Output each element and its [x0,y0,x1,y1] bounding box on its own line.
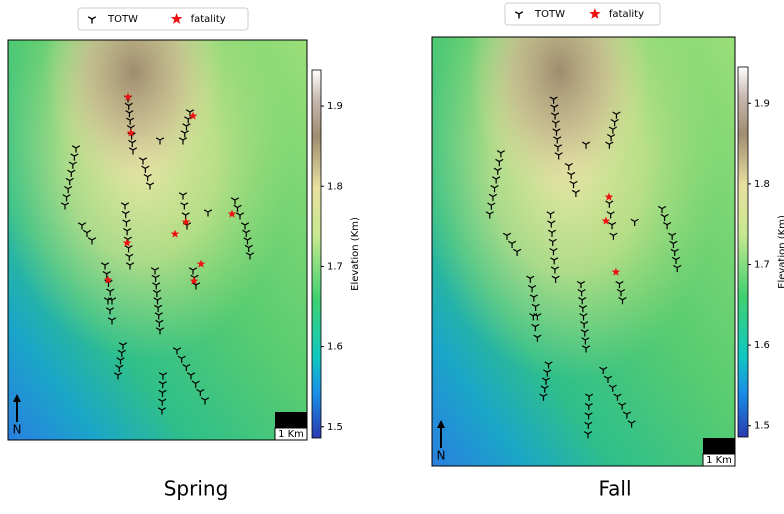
scale-bar-label: 1 Km [706,455,732,466]
legend-fatality-label: fatality [191,14,226,25]
north-label: N [437,449,446,463]
colorbar-tick-label: 1.9 [327,101,343,112]
terrain [8,40,307,440]
colorbar-tick-label: 1.5 [327,422,343,433]
colorbar-tick-label: 1.6 [327,342,343,353]
colorbar [312,70,321,438]
colorbar-tick-label: 1.9 [754,98,770,109]
terrain-peak [432,37,735,466]
panel-title: Fall [598,477,631,501]
scale-bar [275,412,307,428]
colorbar-label: Elevation (Km) [350,217,361,291]
scale-bar-label: 1 Km [278,429,304,440]
figure: N 1 Km 1.5 1.6 1.7 1.8 1.9 Elevation (Km) TOTW fa… [0,0,784,514]
scale-bar [703,438,735,454]
map-panel: N 1 Km 1.5 1.6 1.7 1.8 1.9 Elevation (Km) TOTW fa… [8,8,361,501]
colorbar-tick-label: 1.7 [327,261,343,272]
colorbar-tick-label: 1.6 [754,340,770,351]
colorbar-label: Elevation (Km) [777,215,784,289]
colorbar-tick-label: 1.7 [754,259,770,270]
colorbar [738,67,748,437]
colorbar-tick-label: 1.8 [327,181,343,192]
map-panel: N 1 Km 1.5 1.6 1.7 1.8 1.9 Elevation (Km) TOTW fa… [432,3,784,501]
legend-totw-label: TOTW [534,9,565,20]
terrain [432,37,735,466]
north-label: N [13,423,22,437]
terrain-peak [8,40,307,440]
colorbar-tick-label: 1.5 [754,421,770,432]
legend-totw-label: TOTW [107,14,138,25]
panel-title: Spring [164,477,229,501]
legend-fatality-label: fatality [609,9,644,20]
colorbar-tick-label: 1.8 [754,179,770,190]
